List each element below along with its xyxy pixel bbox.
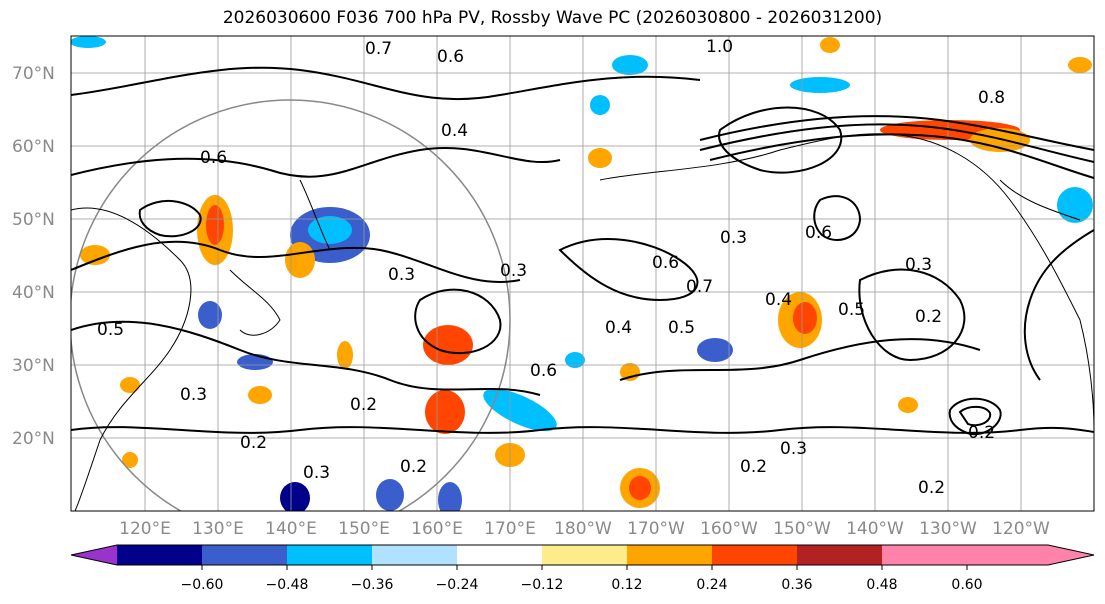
colorbar-tick-label: −0.48 <box>266 577 309 593</box>
contour-label: 0.5 <box>668 318 695 338</box>
contour-label: 0.4 <box>765 290 792 310</box>
colorbar-extend-max <box>1048 545 1094 565</box>
colorbar-segment <box>797 545 882 565</box>
contour-label: 0.4 <box>605 318 632 338</box>
colorbar-ticks <box>201 565 968 570</box>
colorbar-segment <box>882 545 967 565</box>
colorbar-outline <box>70 544 1095 566</box>
contour-label: 0.6 <box>530 361 557 381</box>
contour-label: 0.6 <box>805 223 832 243</box>
lat-label: 70°N <box>12 64 55 84</box>
pv-contours <box>71 66 1094 436</box>
colorbar-tick-label: 0.12 <box>611 577 642 593</box>
longitude-labels: 120°E 130°E 140°E 150°E 160°E 170°E 180°… <box>119 519 1050 539</box>
contour-label: 0.2 <box>240 433 267 453</box>
colorbar-tick-label: 0.48 <box>866 577 897 593</box>
lon-label: 160°W <box>700 519 758 539</box>
colorbar-tick-label: −0.12 <box>521 577 564 593</box>
lat-label: 50°N <box>12 210 55 230</box>
contour-label: 0.4 <box>441 121 468 141</box>
lon-label: 140°W <box>846 519 904 539</box>
lon-label: 130°W <box>919 519 977 539</box>
lon-label: 160°E <box>411 519 463 539</box>
contour-label: 0.3 <box>780 439 807 459</box>
contour-label: 0.7 <box>365 39 392 59</box>
colorbar-tick-label: 0.60 <box>951 577 982 593</box>
contour-label: 0.2 <box>740 457 767 477</box>
contour-label: 0.2 <box>400 457 427 477</box>
lon-label: 170°E <box>484 519 536 539</box>
colorbar-tick-labels: −0.60 −0.48 −0.36 −0.24 −0.12 0.12 0.24 … <box>181 577 983 593</box>
colorbar-tick-label: −0.60 <box>181 577 224 593</box>
lon-label: 150°W <box>773 519 831 539</box>
colorbar-segment <box>117 545 202 565</box>
contour-label: 0.3 <box>905 255 932 275</box>
lat-label: 40°N <box>12 283 55 303</box>
latitude-labels: 70°N 60°N 50°N 40°N 30°N 20°N <box>12 64 55 449</box>
lat-label: 60°N <box>12 137 55 157</box>
contour-label: 0.2 <box>918 478 945 498</box>
colorbar-segment <box>967 545 1048 565</box>
colorbar: −0.60 −0.48 −0.36 −0.24 −0.12 0.12 0.24 … <box>70 544 1095 593</box>
lon-label: 130°E <box>192 519 244 539</box>
contour-label: 0.6 <box>437 47 464 67</box>
contour-labels: 0.7 0.6 1.0 0.6 0.5 0.4 0.3 0.3 0.2 0.2 … <box>97 37 1005 498</box>
lat-label: 20°N <box>12 429 55 449</box>
colorbar-segment <box>627 545 712 565</box>
colorbar-segment <box>202 545 287 565</box>
reference-circle <box>71 99 511 511</box>
contour-label: 1.0 <box>706 37 733 57</box>
contour-label: 0.5 <box>97 320 124 340</box>
contour-label: 0.5 <box>838 300 865 320</box>
colorbar-tick-label: −0.36 <box>351 577 394 593</box>
colorbar-segment <box>712 545 797 565</box>
contour-label: 0.3 <box>180 385 207 405</box>
map-plot-area: 0.7 0.6 1.0 0.6 0.5 0.4 0.3 0.3 0.2 0.2 … <box>71 36 1094 511</box>
colorbar-segment <box>542 545 627 565</box>
contour-label: 0.6 <box>200 148 227 168</box>
map-frame <box>70 35 1095 512</box>
colorbar-segment <box>457 545 542 565</box>
chart-title: 2026030600 F036 700 hPa PV, Rossby Wave … <box>222 8 883 28</box>
contour-label: 0.2 <box>915 307 942 327</box>
lon-label: 180°W <box>554 519 612 539</box>
colorbar-segment <box>287 545 372 565</box>
contour-label: 0.2 <box>350 395 377 415</box>
colorbar-extend-min <box>71 545 117 565</box>
contour-label: 0.3 <box>303 463 330 483</box>
lon-label: 120°W <box>992 519 1050 539</box>
colorbar-segment <box>372 545 457 565</box>
contour-label: 0.2 <box>968 423 995 443</box>
colorbar-tick-label: 0.24 <box>696 577 727 593</box>
lat-label: 30°N <box>12 356 55 376</box>
lon-label: 170°W <box>627 519 685 539</box>
lon-label: 120°E <box>119 519 171 539</box>
contour-label: 0.3 <box>720 228 747 248</box>
lon-label: 140°E <box>265 519 317 539</box>
lon-label: 150°E <box>338 519 390 539</box>
contour-label: 0.3 <box>388 265 415 285</box>
contour-label: 0.3 <box>500 261 527 281</box>
contour-label: 0.6 <box>652 253 679 273</box>
colorbar-tick-label: −0.24 <box>436 577 479 593</box>
contour-label: 0.8 <box>978 88 1005 108</box>
colorbar-tick-label: 0.36 <box>781 577 812 593</box>
contour-label: 0.7 <box>686 277 713 297</box>
